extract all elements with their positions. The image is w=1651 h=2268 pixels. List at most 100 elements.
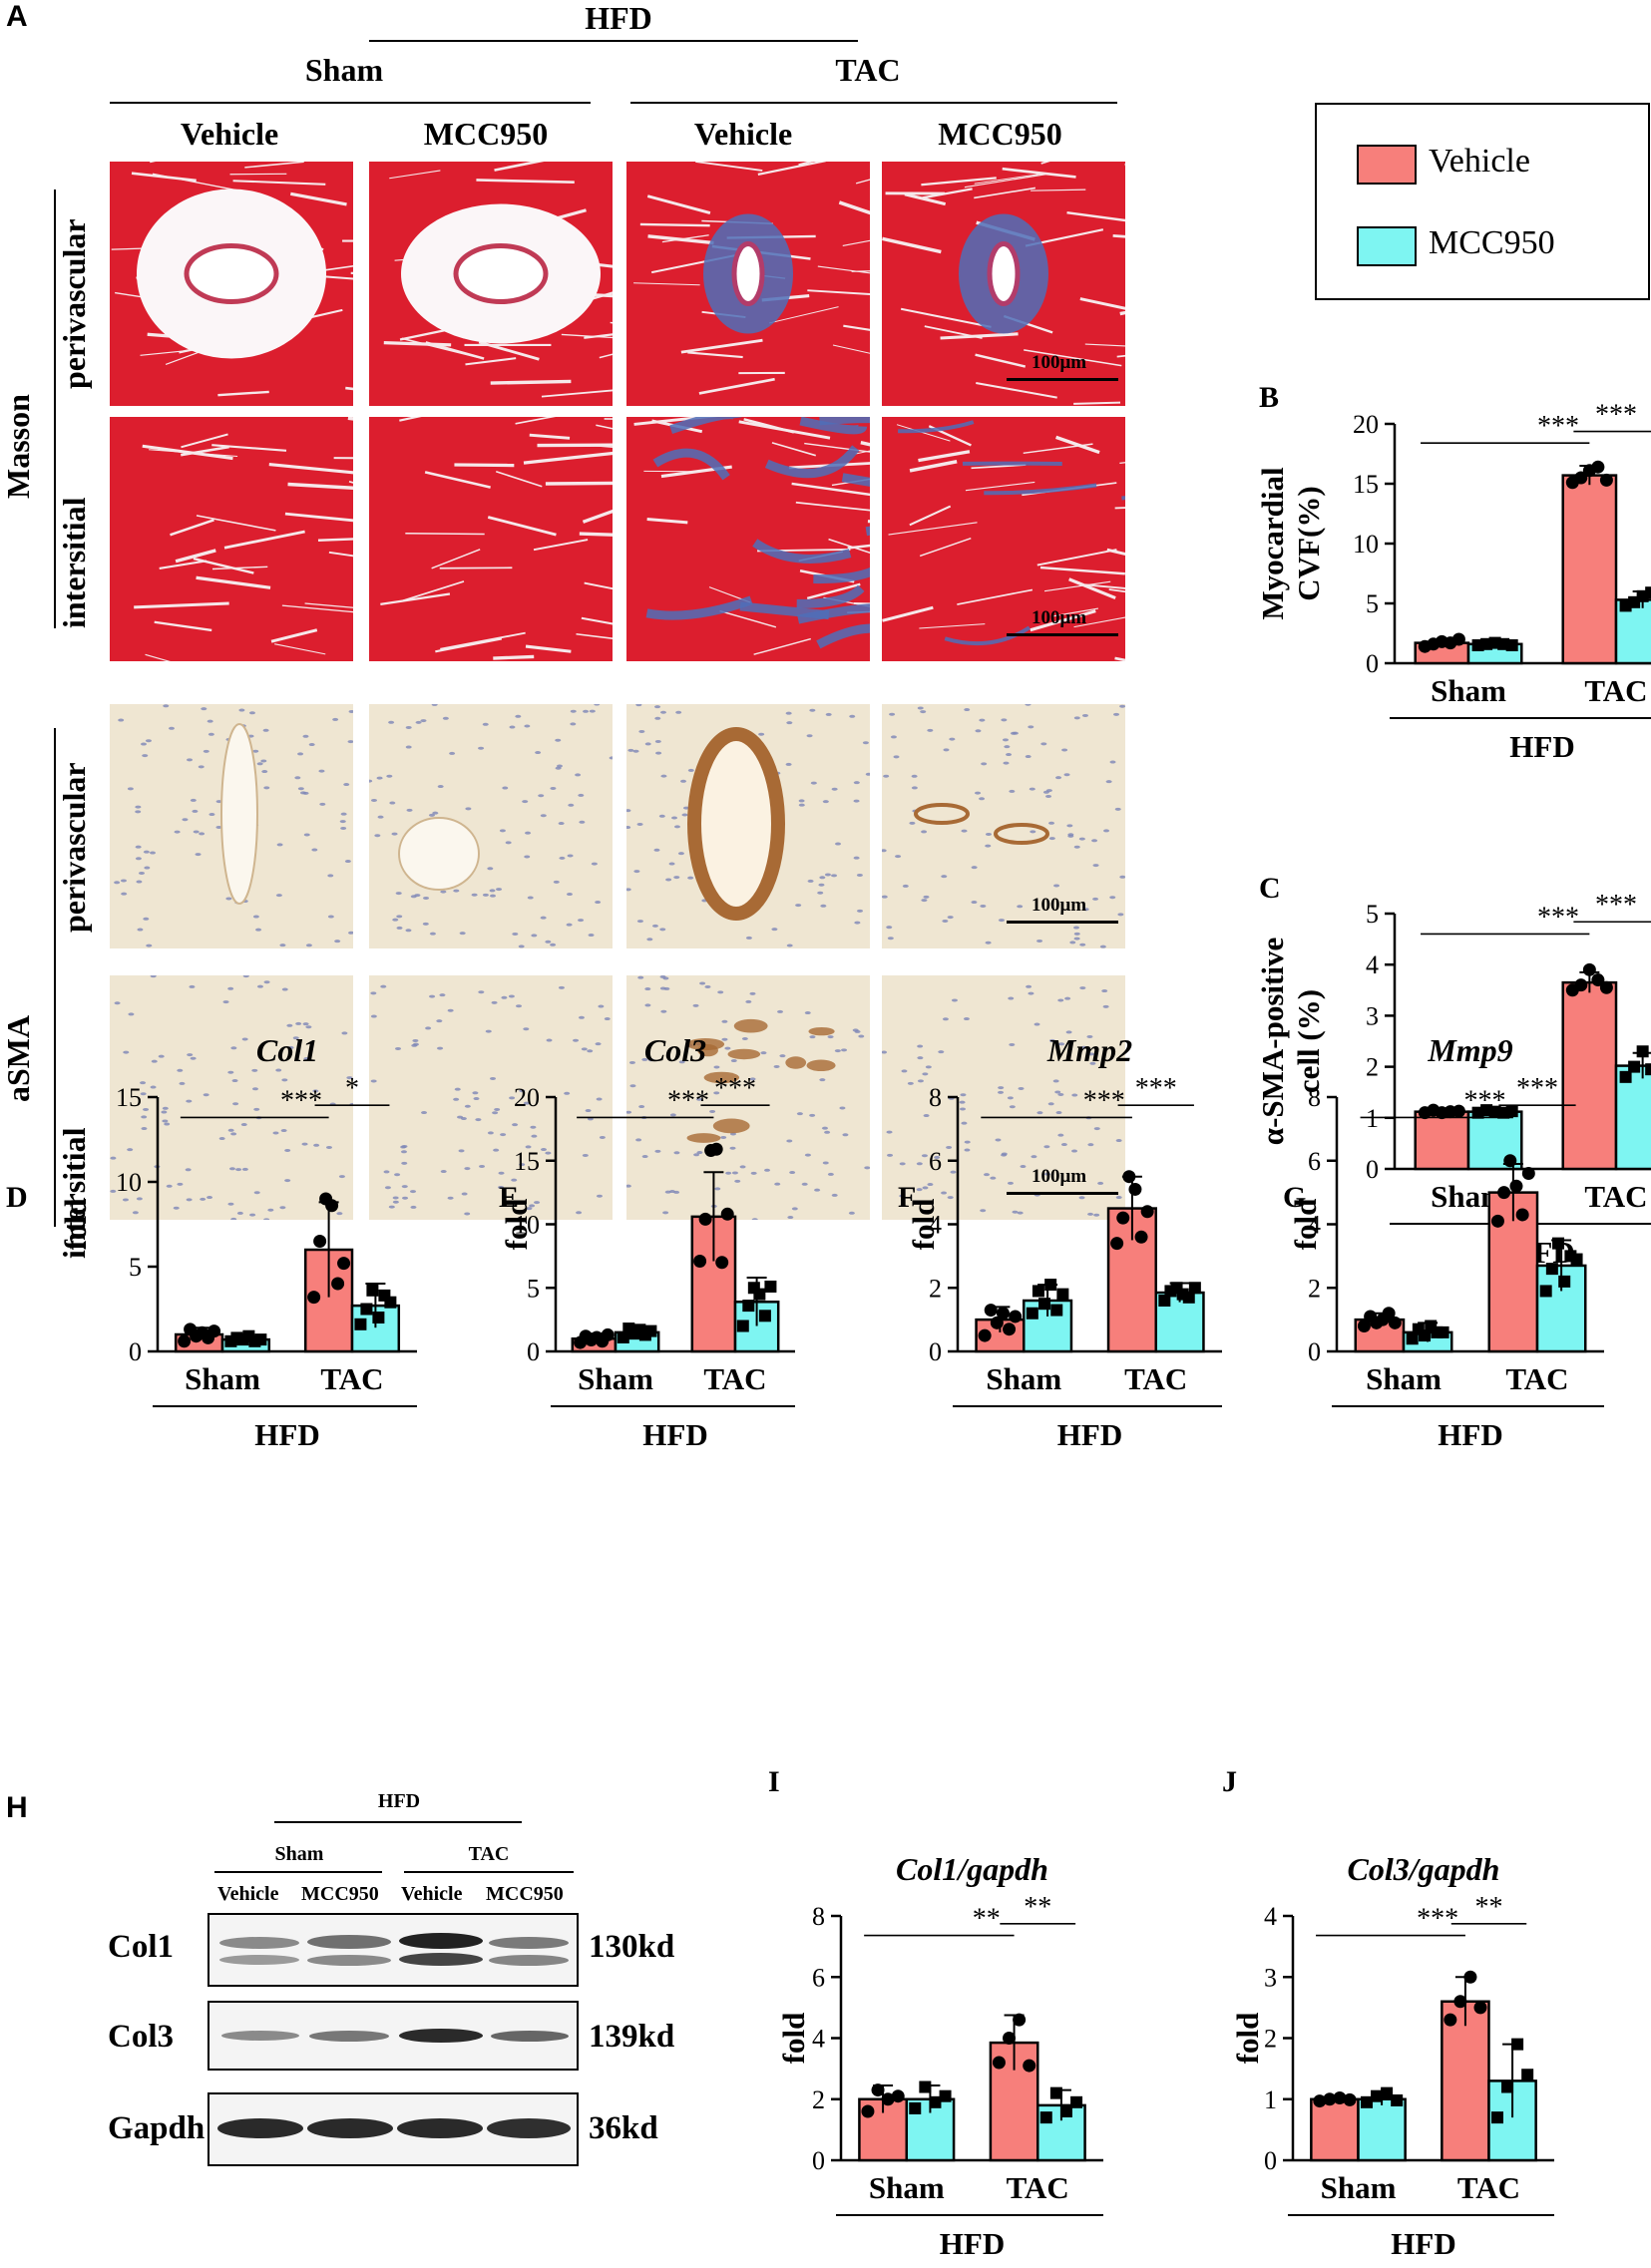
y-tick-label-B: 0 bbox=[1366, 649, 1379, 678]
panel-letter-f: F bbox=[898, 1181, 916, 1214]
band-gapdh-2 bbox=[307, 2118, 393, 2138]
data-point-F bbox=[1134, 1230, 1148, 1244]
band-col1-lower-1 bbox=[219, 1955, 299, 1965]
scale-bar-label: 100μm bbox=[1032, 1166, 1087, 1187]
band-col1-lower-3 bbox=[399, 1953, 483, 1966]
data-point-F bbox=[1158, 1295, 1171, 1307]
data-point-E bbox=[693, 1254, 707, 1268]
panel-a-diet-line bbox=[369, 40, 858, 42]
panel-a-treatment-3: Vehicle bbox=[693, 116, 793, 152]
y-tick-label-E: 0 bbox=[527, 1337, 540, 1366]
y-tick-label-J: 3 bbox=[1264, 1963, 1277, 1992]
category-label-B-Sham: Sham bbox=[1431, 673, 1506, 708]
data-point-G bbox=[1503, 1154, 1517, 1168]
data-point-C bbox=[1582, 962, 1596, 976]
significance-mark-I: ** bbox=[973, 1904, 1001, 1935]
y-tick-label-C: 2 bbox=[1366, 1053, 1379, 1082]
y-tick-label-E: 15 bbox=[514, 1147, 540, 1176]
significance-mark-B: *** bbox=[1537, 411, 1579, 442]
panel-letter-e: E bbox=[499, 1181, 519, 1214]
y-tick-label-C: 0 bbox=[1366, 1155, 1379, 1184]
blot-sham-line bbox=[214, 1871, 382, 1873]
data-point-G bbox=[1419, 1329, 1432, 1342]
y-axis-label-C: α-SMA-positive bbox=[1255, 938, 1290, 1145]
y-tick-label-C: 3 bbox=[1366, 1001, 1379, 1030]
data-point-B bbox=[1574, 471, 1588, 485]
scale-bar bbox=[1007, 378, 1118, 381]
bar-B-TAC-Vehicle bbox=[1561, 474, 1618, 665]
category-label-E-TAC: TAC bbox=[703, 1361, 766, 1396]
blot-size-gapdh: 36kd bbox=[589, 2110, 658, 2146]
panel-letter-g: G bbox=[1283, 1181, 1306, 1214]
band-col1-upper-4 bbox=[489, 1937, 569, 1949]
data-point-G bbox=[1388, 1316, 1402, 1329]
significance-mark-G: *** bbox=[1516, 1073, 1558, 1104]
category-label-I-Sham: Sham bbox=[869, 2170, 945, 2205]
y-tick-label-G: 8 bbox=[1308, 1083, 1321, 1112]
data-point-I bbox=[992, 2056, 1006, 2070]
y-tick-label-G: 4 bbox=[1308, 1211, 1321, 1240]
histology-tile-r2-c4 bbox=[882, 417, 1125, 661]
lane-label-2: MCC950 bbox=[301, 1883, 379, 1905]
data-point-D bbox=[366, 1284, 379, 1297]
y-tick-label-B: 10 bbox=[1353, 530, 1379, 559]
band-col3-4 bbox=[491, 2031, 569, 2042]
histology-tile-r3-c1 bbox=[110, 704, 353, 948]
data-point-J bbox=[1511, 2038, 1524, 2051]
data-point-F bbox=[1026, 1307, 1038, 1320]
scale-bar-label: 100μm bbox=[1032, 607, 1087, 628]
data-point-F bbox=[1056, 1288, 1069, 1301]
data-point-F bbox=[1032, 1285, 1044, 1298]
data-point-I bbox=[1013, 2013, 1027, 2027]
band-col1-upper-2 bbox=[307, 1935, 391, 1949]
y-tick-label-B: 20 bbox=[1353, 410, 1379, 439]
group-label-E: HFD bbox=[642, 1417, 707, 1452]
significance-mark-B: *** bbox=[1595, 400, 1637, 431]
y-axis-label-G: fold bbox=[1288, 1199, 1323, 1251]
scale-bar bbox=[1007, 633, 1118, 636]
scale-bar-label: 100μm bbox=[1032, 895, 1087, 916]
data-point-E bbox=[764, 1280, 777, 1293]
blot-group-sham: Sham bbox=[274, 1843, 324, 1865]
data-point-J bbox=[1501, 2080, 1514, 2093]
data-point-G bbox=[1558, 1275, 1571, 1288]
legend-swatch-mcc950 bbox=[1357, 226, 1417, 266]
data-point-F bbox=[1188, 1282, 1201, 1295]
data-point-F bbox=[1182, 1291, 1195, 1304]
category-label-G-TAC: TAC bbox=[1505, 1361, 1568, 1396]
category-label-F-TAC: TAC bbox=[1124, 1361, 1187, 1396]
data-point-I bbox=[1039, 2111, 1052, 2124]
histology-tile-r2-c1 bbox=[110, 417, 353, 661]
data-point-D bbox=[372, 1312, 385, 1323]
category-label-F-Sham: Sham bbox=[986, 1361, 1061, 1396]
data-point-F bbox=[990, 1316, 1004, 1329]
data-point-G bbox=[1545, 1263, 1558, 1276]
data-point-I bbox=[919, 2080, 932, 2093]
y-axis-label-D: fold bbox=[58, 1199, 93, 1251]
y-tick-label-B: 5 bbox=[1366, 589, 1379, 618]
data-point-J bbox=[1360, 2095, 1373, 2108]
chart-title-E: Col3 bbox=[644, 1032, 706, 1068]
panel-letter-b: B bbox=[1259, 381, 1279, 414]
data-point-J bbox=[1333, 2091, 1347, 2105]
significance-mark-C: *** bbox=[1595, 890, 1637, 921]
category-label-B-TAC: TAC bbox=[1584, 673, 1647, 708]
data-point-I bbox=[1049, 2086, 1062, 2099]
data-point-G bbox=[1570, 1253, 1583, 1266]
significance-mark-J: *** bbox=[1417, 1904, 1458, 1935]
blot-diet-header: HFD bbox=[377, 1790, 421, 1812]
scale-bar bbox=[1007, 921, 1118, 924]
data-point-I bbox=[939, 2089, 952, 2102]
panel-a-treatment-4: MCC950 bbox=[938, 116, 1062, 152]
masson-bracket-line bbox=[54, 189, 56, 628]
y-tick-label-I: 6 bbox=[812, 1963, 825, 1992]
data-point-F bbox=[1050, 1304, 1063, 1317]
y-axis-label-I: fold bbox=[776, 2013, 811, 2065]
data-point-J bbox=[1343, 2092, 1357, 2106]
data-point-D bbox=[254, 1333, 267, 1346]
data-point-D bbox=[307, 1291, 321, 1305]
data-point-I bbox=[1059, 2105, 1072, 2117]
band-col1-upper-3 bbox=[399, 1933, 483, 1949]
histology-tile-r3-c2 bbox=[369, 704, 613, 948]
category-label-D-Sham: Sham bbox=[185, 1361, 260, 1396]
